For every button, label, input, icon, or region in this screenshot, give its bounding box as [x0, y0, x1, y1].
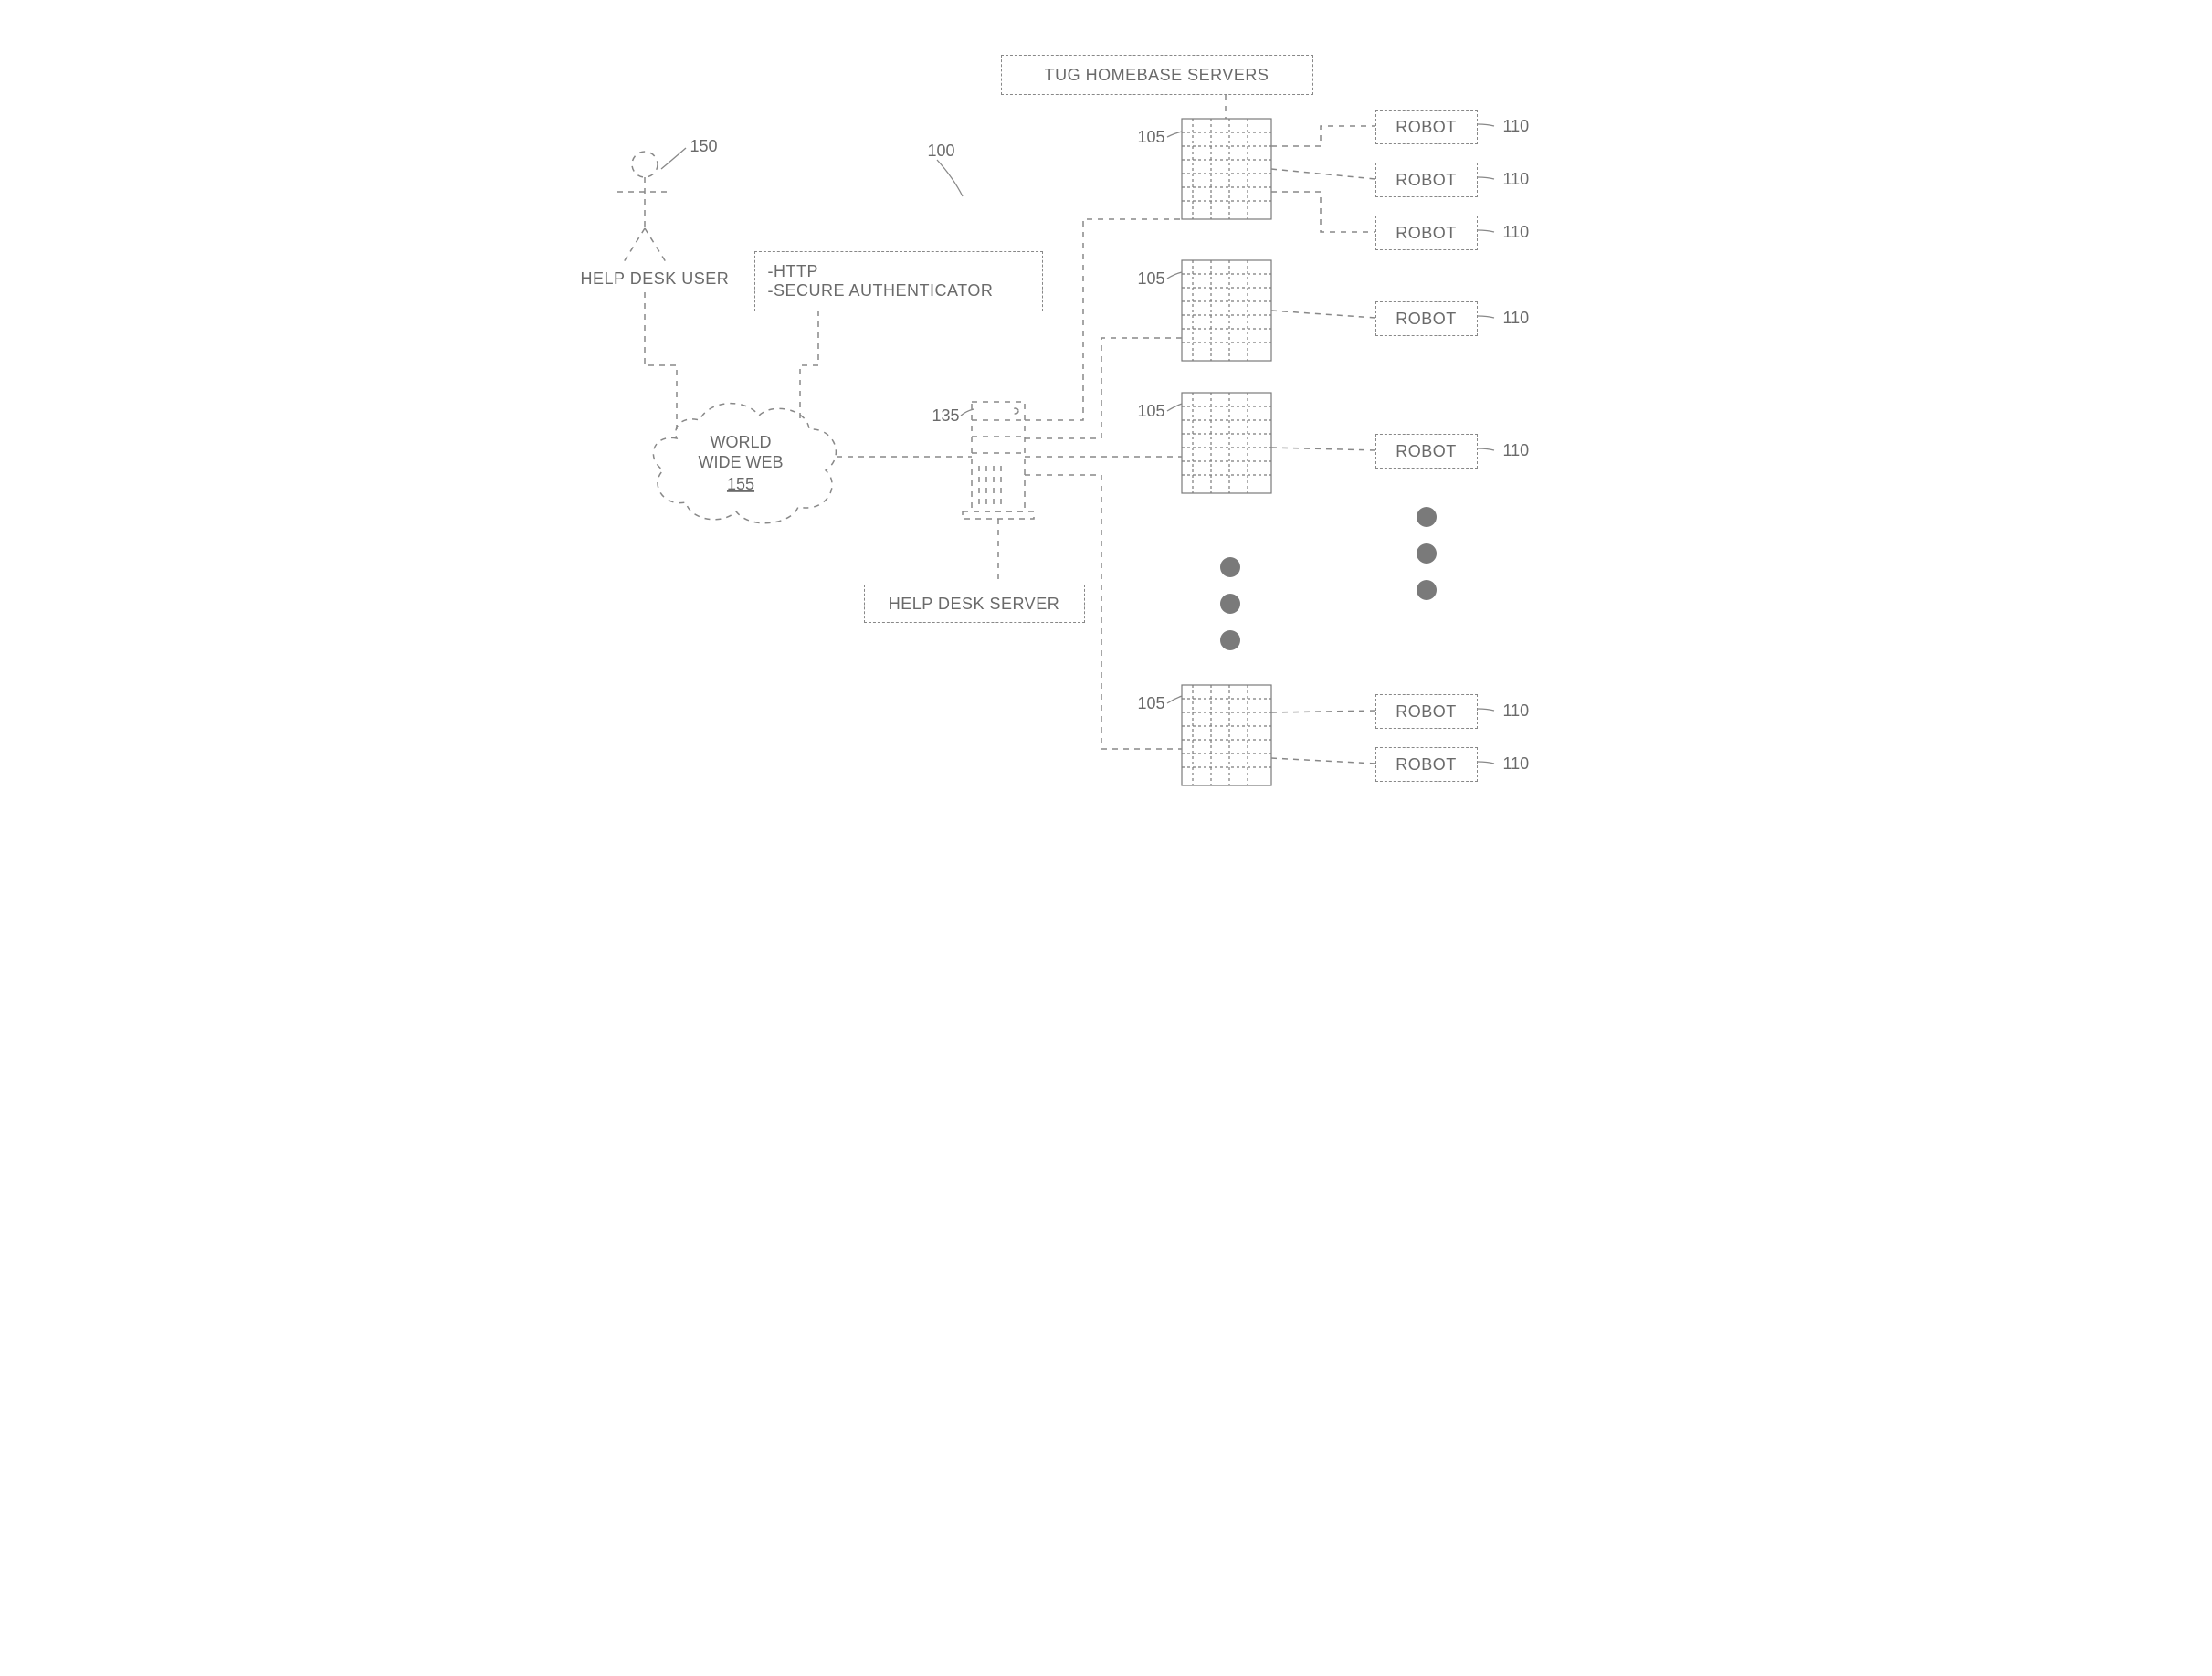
robot-label: ROBOT — [1396, 224, 1457, 243]
ref-110: 110 — [1503, 117, 1530, 136]
robot-box: ROBOT — [1375, 434, 1478, 469]
ref-105: 105 — [1138, 402, 1165, 421]
ref-105: 105 — [1138, 269, 1165, 289]
diagram-svg: WORLD WIDE WEB 155 — [553, 0, 1659, 838]
robot-box: ROBOT — [1375, 110, 1478, 144]
robot-label: ROBOT — [1396, 171, 1457, 190]
cloud-line1: WORLD — [710, 433, 771, 451]
tug-homebase-servers-label: TUG HOMEBASE SERVERS — [1045, 66, 1269, 85]
ref-110: 110 — [1503, 309, 1530, 328]
server-tower-icon — [963, 402, 1034, 519]
robot-label: ROBOT — [1396, 702, 1457, 722]
homebase-server-icon — [1182, 393, 1271, 493]
ellipsis-dot — [1220, 594, 1240, 614]
homebase-server-icon — [1182, 260, 1271, 361]
ref-105: 105 — [1138, 128, 1165, 147]
diagram-canvas: TUG HOMEBASE SERVERS HELP DESK USER -HTT… — [553, 0, 1659, 838]
connectors — [645, 95, 1375, 764]
robot-label: ROBOT — [1396, 755, 1457, 775]
help-desk-server-label: HELP DESK SERVER — [889, 595, 1059, 614]
ellipsis-dot — [1417, 543, 1437, 564]
help-desk-server-box: HELP DESK SERVER — [864, 585, 1085, 623]
ellipsis-dot — [1417, 507, 1437, 527]
ref-110: 110 — [1503, 441, 1530, 460]
protocol-box: -HTTP -SECURE AUTHENTICATOR — [754, 251, 1043, 311]
ref-150: 150 — [690, 137, 718, 156]
ref-110: 110 — [1503, 754, 1530, 774]
tug-homebase-servers-box: TUG HOMEBASE SERVERS — [1001, 55, 1313, 95]
homebase-server-icon — [1182, 119, 1271, 219]
ref-135: 135 — [932, 406, 960, 426]
robot-box: ROBOT — [1375, 216, 1478, 250]
protocol-line2: -SECURE AUTHENTICATOR — [768, 281, 994, 300]
homebase-server-icon — [1182, 685, 1271, 785]
robot-label: ROBOT — [1396, 118, 1457, 137]
robot-label: ROBOT — [1396, 310, 1457, 329]
robot-box: ROBOT — [1375, 301, 1478, 336]
cloud-line2: WIDE WEB — [698, 453, 783, 471]
ref-110: 110 — [1503, 170, 1530, 189]
ref-leaders — [661, 124, 1494, 764]
robot-box: ROBOT — [1375, 694, 1478, 729]
ref-110: 110 — [1503, 701, 1530, 721]
robot-box: ROBOT — [1375, 163, 1478, 197]
ellipsis-dot — [1417, 580, 1437, 600]
ref-110: 110 — [1503, 223, 1530, 242]
ref-105: 105 — [1138, 694, 1165, 713]
robot-box: ROBOT — [1375, 747, 1478, 782]
help-desk-user-label: HELP DESK USER — [581, 269, 730, 289]
protocol-line1: -HTTP — [768, 262, 994, 281]
ellipsis-dot — [1220, 557, 1240, 577]
ellipsis-dot — [1220, 630, 1240, 650]
person-icon — [617, 152, 672, 265]
robot-label: ROBOT — [1396, 442, 1457, 461]
cloud-ref: 155 — [726, 475, 753, 493]
cloud-icon — [653, 404, 836, 523]
ref-100: 100 — [928, 142, 955, 161]
